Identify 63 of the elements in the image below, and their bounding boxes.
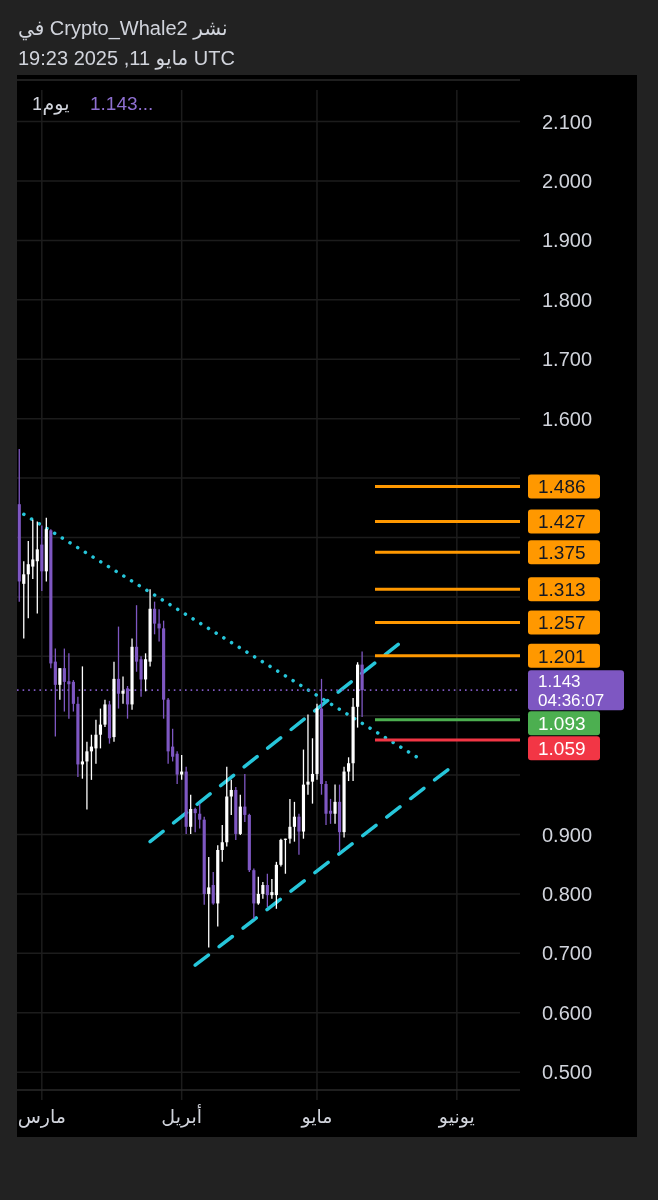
ref-line-label: 1.059 [538,738,586,760]
candlestick [71,679,75,713]
candlestick [180,754,184,781]
candlestick [243,773,247,823]
candlestick [220,824,224,863]
candlestick [229,779,233,816]
ref-line-label: 1.427 [538,511,586,533]
y-tick-label: 0.700 [541,942,593,965]
candlestick [22,560,26,640]
y-tick-label: 2.000 [541,170,593,192]
ref-line-label: 1.143 04:36:07 [538,672,605,711]
candlestick [198,802,202,830]
y-tick-label: 0.600 [541,1001,593,1024]
x-tick-label: يونيو [437,1106,475,1128]
candlestick [306,713,310,796]
candlestick [31,519,35,580]
annotation: 1.143... [90,93,154,114]
y-tick-label: 1.900 [541,229,593,252]
candlestick [153,600,157,635]
candlestick [256,876,260,906]
ref-line-label: 1.093 [538,713,586,735]
candlestick [288,798,292,845]
y-tick-label: 1.800 [541,288,593,311]
x-tick-label: مايو [300,1106,333,1128]
ref-line-label: 1.375 [538,542,586,564]
candlestick [121,675,125,705]
candlestick [26,540,30,619]
candlestick [347,756,351,782]
annotation: 1يوم [32,93,70,115]
candlestick [85,741,89,811]
candlestick [310,737,315,805]
candlestick [270,878,274,900]
ref-line-label: 1.257 [538,612,586,634]
y-tick-label: 1.600 [541,407,593,430]
candlestick [211,871,215,906]
candlestick [98,707,103,750]
candlestick [143,652,148,692]
candlestick [207,856,211,949]
candlestick [193,807,197,833]
candlestick [58,667,62,701]
y-tick-label: 2.100 [541,110,593,133]
x-tick-label: أبريل [161,1104,203,1128]
candlestick [189,794,193,835]
candlestick [35,520,39,615]
candlestick [333,783,337,825]
y-tick-label: 0.500 [541,1061,593,1084]
candlestick [103,699,107,728]
y-tick-label: 1.700 [541,348,593,371]
candlestick [175,750,179,785]
chart-subtitle: مايو 11, 2025 19:23 UTC [18,47,235,70]
ref-line-label: 1.201 [538,645,586,667]
candlestick [116,625,121,710]
candlestick [265,873,269,908]
ref-line-label: 1.313 [538,579,586,601]
y-tick-label: 0.800 [541,882,593,905]
y-tick-label: 0.900 [541,823,593,846]
ref-line-label: 1.486 [538,476,586,498]
candlestick [80,665,84,780]
x-tick-label: مارس [17,1106,66,1128]
candlestick [94,719,98,765]
candlestick [292,801,297,843]
candlestick [297,813,301,856]
chart-title: نشر Crypto_Whale2 في [18,17,228,41]
